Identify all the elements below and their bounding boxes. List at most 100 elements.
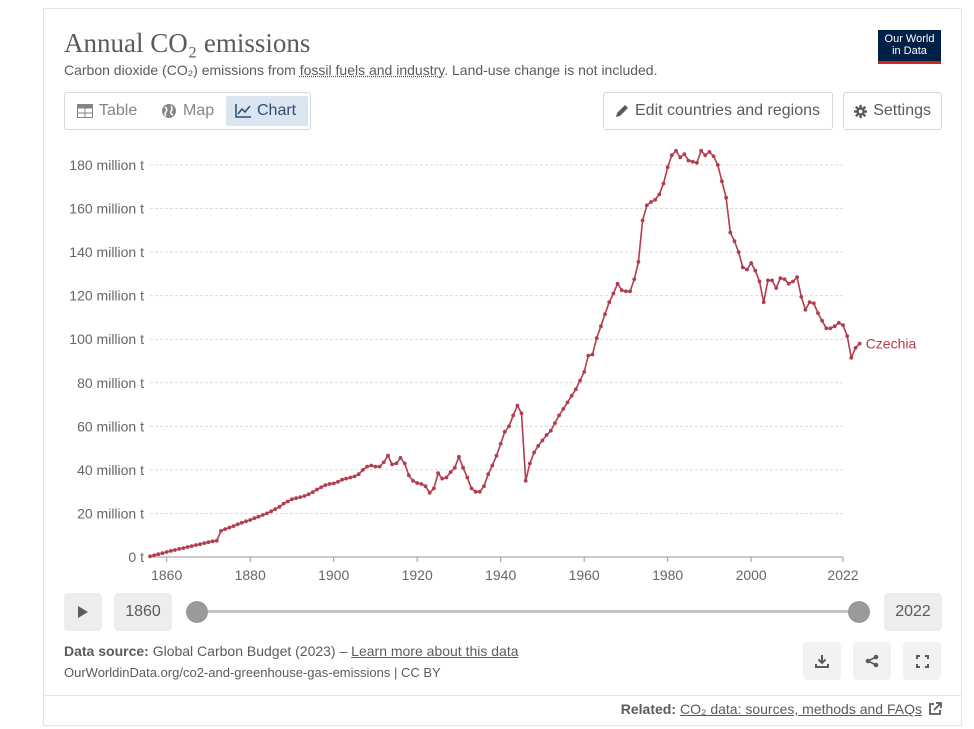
data-point	[477, 489, 482, 494]
data-point	[803, 307, 808, 312]
tab-table[interactable]: Table	[68, 96, 152, 126]
data-point	[219, 529, 223, 533]
subtitle-link[interactable]: fossil fuels and industry	[299, 62, 445, 78]
data-point	[636, 260, 641, 264]
data-point	[244, 519, 248, 524]
data-point	[164, 550, 169, 554]
data-point	[148, 554, 152, 559]
data-point	[532, 450, 536, 455]
data-point	[791, 279, 795, 284]
data-point	[273, 507, 278, 511]
series-label: Czechia	[866, 336, 917, 352]
data-point	[669, 153, 674, 158]
data-point	[390, 462, 394, 467]
play-button[interactable]	[64, 593, 102, 631]
data-point	[394, 461, 399, 466]
x-tick-label: 2000	[736, 567, 767, 583]
data-point	[607, 300, 612, 305]
subtitle-text-end: . Land-use change is not included.	[444, 62, 658, 78]
data-point	[177, 547, 182, 551]
data-point	[640, 218, 645, 223]
series-line-czechia	[149, 149, 861, 558]
data-point	[490, 463, 495, 468]
data-point	[774, 286, 779, 290]
data-point	[482, 484, 486, 489]
data-point	[536, 444, 541, 448]
edit-countries-button[interactable]: Edit countries and regions	[603, 92, 833, 130]
data-point	[415, 481, 420, 485]
data-source-label: Data source:	[64, 643, 149, 659]
data-point	[427, 490, 432, 495]
data-point	[515, 403, 520, 408]
globe-icon	[162, 104, 176, 118]
data-point	[365, 464, 369, 469]
y-tick-label: 40 million t	[77, 462, 144, 478]
data-point	[198, 542, 203, 547]
data-point	[786, 281, 791, 286]
data-point	[260, 513, 265, 517]
learn-more-link[interactable]: Learn more about this data	[351, 643, 519, 659]
data-point	[569, 393, 574, 398]
gear-icon	[854, 104, 868, 118]
data-source-text: Global Carbon Budget (2023) –	[148, 643, 352, 659]
share-button[interactable]	[853, 642, 891, 680]
data-point	[841, 323, 845, 327]
data-point	[265, 511, 269, 516]
data-point	[811, 301, 816, 306]
settings-button[interactable]: Settings	[843, 92, 942, 130]
data-point	[356, 472, 361, 477]
x-tick-label: 1880	[235, 567, 266, 583]
related-link[interactable]: CO₂ data: sources, methods and FAQs	[680, 701, 922, 717]
data-point	[724, 195, 728, 200]
data-point	[306, 492, 311, 497]
data-point	[548, 428, 553, 433]
y-tick-label: 80 million t	[77, 375, 144, 391]
data-point	[816, 311, 820, 315]
data-point	[256, 514, 261, 519]
data-point	[849, 355, 854, 360]
data-point	[519, 411, 524, 416]
x-tick-label: 1900	[318, 567, 349, 583]
data-point	[452, 465, 457, 470]
data-point	[628, 289, 632, 294]
data-point	[599, 324, 603, 329]
fullscreen-button[interactable]	[903, 642, 941, 680]
data-point	[728, 230, 733, 235]
y-tick-label: 0 t	[128, 549, 144, 565]
data-point	[603, 312, 607, 317]
timeline-start-handle[interactable]	[186, 601, 208, 623]
data-point	[557, 413, 561, 418]
data-point	[523, 478, 528, 483]
data-point	[820, 318, 824, 323]
download-button[interactable]	[803, 642, 841, 680]
data-point	[682, 152, 687, 156]
owid-logo[interactable]: Our World in Data	[878, 30, 941, 64]
tab-chart[interactable]: Chart	[226, 96, 308, 126]
data-point	[678, 155, 683, 160]
start-year-label[interactable]: 1860	[114, 593, 172, 631]
y-tick-label: 20 million t	[77, 505, 144, 521]
data-point	[674, 148, 678, 153]
subtitle-text: Carbon dioxide (CO₂) emissions from	[64, 62, 300, 78]
data-point	[344, 476, 349, 481]
timeline-track[interactable]	[196, 610, 859, 613]
tab-table-label: Table	[99, 102, 138, 119]
data-point	[152, 553, 157, 558]
data-point	[845, 334, 850, 338]
data-point	[323, 483, 328, 487]
end-year-label[interactable]: 2022	[884, 593, 942, 631]
data-point	[782, 277, 787, 282]
y-tick-label: 140 million t	[69, 244, 144, 260]
data-point	[578, 378, 582, 383]
data-point	[761, 300, 766, 305]
fullscreen-icon	[915, 654, 929, 668]
share-icon	[865, 654, 879, 668]
data-point	[252, 516, 257, 521]
data-point	[711, 154, 716, 159]
data-point	[402, 461, 407, 466]
pencil-icon	[616, 104, 628, 117]
data-point	[185, 545, 190, 549]
data-point	[632, 277, 637, 282]
tab-map[interactable]: Map	[152, 96, 224, 126]
timeline-end-handle[interactable]	[848, 601, 870, 623]
